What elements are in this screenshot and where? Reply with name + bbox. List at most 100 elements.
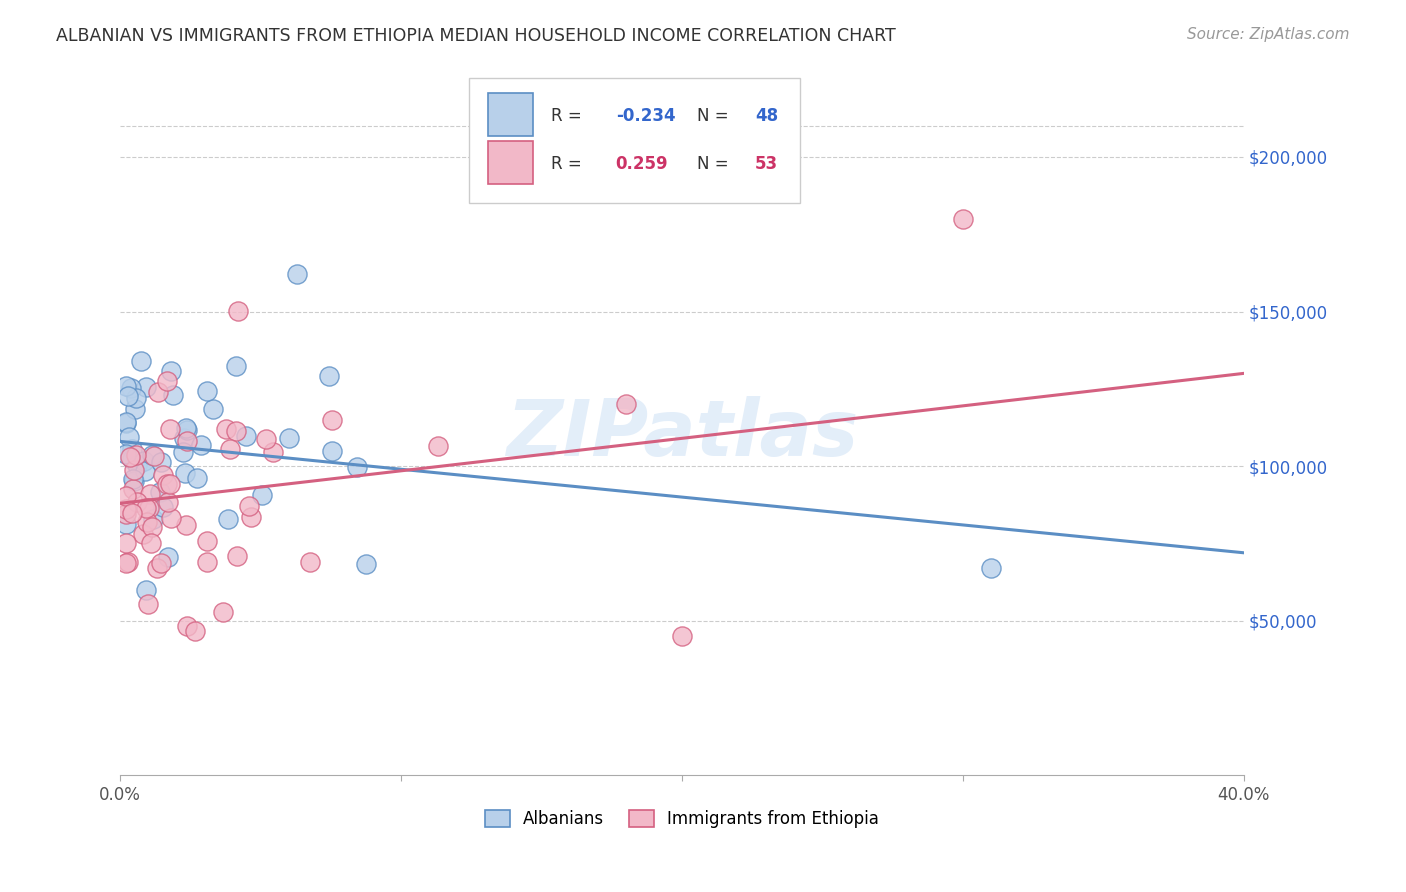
Point xyxy=(262,444,284,458)
Text: N =: N = xyxy=(696,107,734,125)
Point xyxy=(117,555,139,569)
Point xyxy=(225,359,247,373)
FancyBboxPatch shape xyxy=(488,94,533,136)
Point xyxy=(146,561,169,575)
Point xyxy=(321,444,343,458)
Point xyxy=(121,452,143,467)
Point xyxy=(160,511,183,525)
Point xyxy=(121,442,143,456)
Text: N =: N = xyxy=(696,154,734,173)
Point xyxy=(135,500,157,515)
Point xyxy=(142,450,165,464)
Point xyxy=(184,624,207,638)
Point xyxy=(124,474,146,488)
Legend: Albanians, Immigrants from Ethiopia: Albanians, Immigrants from Ethiopia xyxy=(478,803,886,835)
Point xyxy=(115,489,138,503)
Point xyxy=(346,459,368,474)
Point xyxy=(124,401,146,416)
Point xyxy=(215,421,238,435)
Point xyxy=(254,433,277,447)
Point xyxy=(173,431,195,445)
Point xyxy=(122,472,145,486)
Point xyxy=(614,397,637,411)
Text: R =: R = xyxy=(551,107,586,125)
Point xyxy=(115,415,138,429)
Point xyxy=(228,304,250,318)
Point xyxy=(115,502,138,516)
Point xyxy=(952,211,974,226)
Point xyxy=(201,402,224,417)
Point xyxy=(671,629,693,643)
Point xyxy=(121,507,143,521)
Point xyxy=(226,549,249,563)
Point xyxy=(195,555,218,569)
FancyBboxPatch shape xyxy=(468,78,800,202)
Point xyxy=(217,512,239,526)
Point xyxy=(212,605,235,619)
Point xyxy=(122,482,145,496)
Point xyxy=(159,477,181,491)
Point xyxy=(190,437,212,451)
Point xyxy=(115,379,138,393)
Point xyxy=(162,388,184,402)
Point xyxy=(125,458,148,472)
Text: R =: R = xyxy=(551,154,592,173)
Point xyxy=(120,381,142,395)
Point xyxy=(115,507,138,521)
Point xyxy=(250,488,273,502)
Point xyxy=(135,582,157,597)
Point xyxy=(172,444,194,458)
Point xyxy=(174,421,197,435)
Point xyxy=(176,434,198,448)
Point xyxy=(356,557,378,571)
Point xyxy=(132,527,155,541)
Point xyxy=(115,517,138,532)
Point xyxy=(219,442,242,457)
Point xyxy=(118,430,141,444)
Point xyxy=(238,499,260,513)
Point xyxy=(277,431,299,445)
Point xyxy=(141,519,163,533)
Point xyxy=(134,454,156,468)
Point xyxy=(136,597,159,611)
Point xyxy=(980,561,1002,575)
Point xyxy=(197,534,219,549)
Point xyxy=(240,510,263,524)
Point xyxy=(115,447,138,461)
Point xyxy=(122,463,145,477)
Point xyxy=(427,439,450,453)
Point xyxy=(115,556,138,570)
Point xyxy=(115,535,138,549)
Point xyxy=(150,455,173,469)
Text: 48: 48 xyxy=(755,107,778,125)
Point xyxy=(152,500,174,515)
Point xyxy=(125,495,148,509)
Point xyxy=(173,467,195,481)
Text: ALBANIAN VS IMMIGRANTS FROM ETHIOPIA MEDIAN HOUSEHOLD INCOME CORRELATION CHART: ALBANIAN VS IMMIGRANTS FROM ETHIOPIA MED… xyxy=(56,27,896,45)
Point xyxy=(195,384,218,398)
Point xyxy=(134,463,156,477)
Point xyxy=(149,485,172,500)
Point xyxy=(125,391,148,405)
Point xyxy=(176,423,198,437)
Point xyxy=(115,416,138,430)
Text: -0.234: -0.234 xyxy=(616,107,675,125)
Point xyxy=(139,487,162,501)
Point xyxy=(141,448,163,462)
FancyBboxPatch shape xyxy=(488,141,533,184)
Point xyxy=(142,511,165,525)
Text: 0.259: 0.259 xyxy=(616,154,668,173)
Point xyxy=(186,471,208,485)
Point xyxy=(160,364,183,378)
Point xyxy=(141,536,163,550)
Point xyxy=(152,467,174,482)
Point xyxy=(174,517,197,532)
Text: ZIPatlas: ZIPatlas xyxy=(506,396,858,472)
Point xyxy=(318,369,340,384)
Point xyxy=(150,556,173,570)
Text: 53: 53 xyxy=(755,154,778,173)
Point xyxy=(136,516,159,530)
Point xyxy=(159,421,181,435)
Text: Source: ZipAtlas.com: Source: ZipAtlas.com xyxy=(1187,27,1350,42)
Point xyxy=(235,429,257,443)
